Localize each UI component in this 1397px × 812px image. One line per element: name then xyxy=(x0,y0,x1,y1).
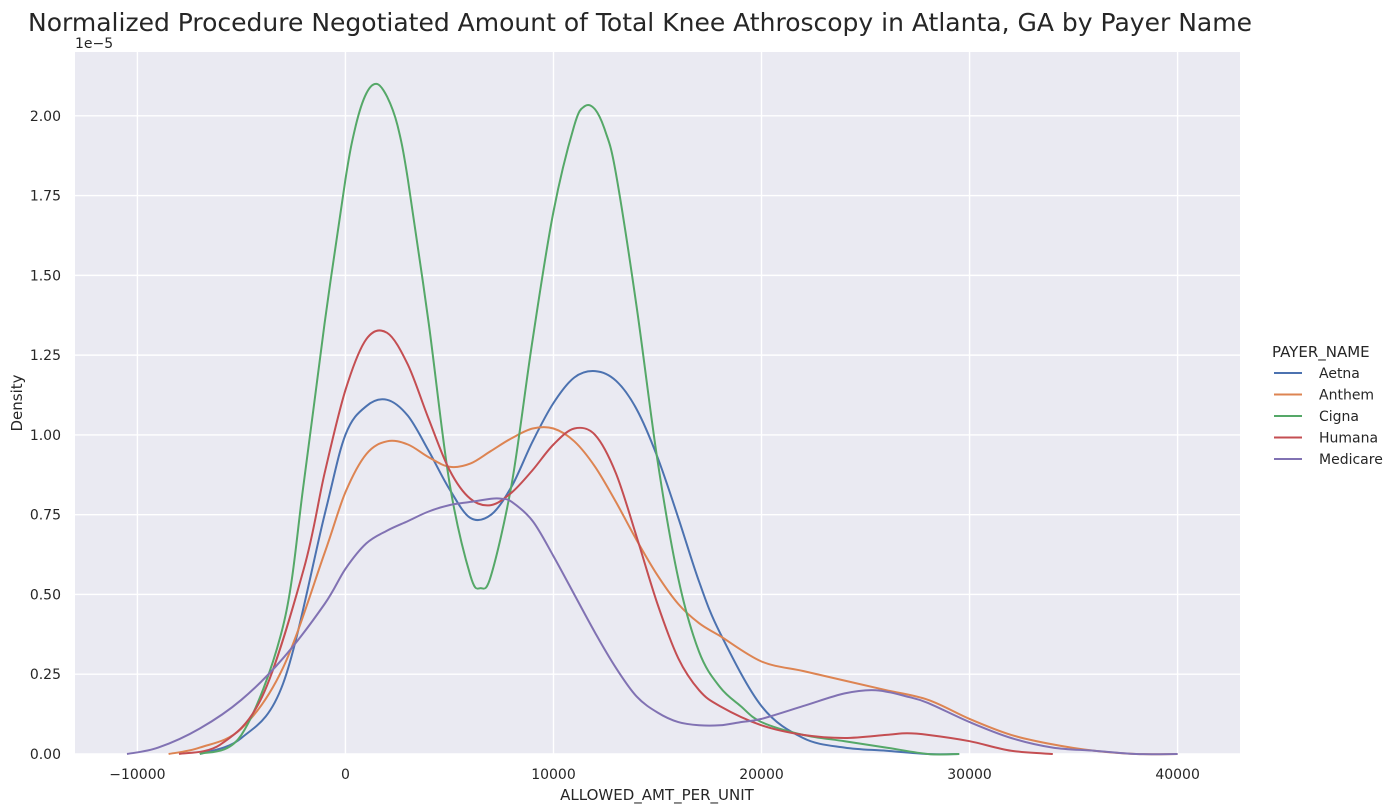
legend-label-cigna: Cigna xyxy=(1319,409,1359,425)
chart-title: Normalized Procedure Negotiated Amount o… xyxy=(28,8,1252,37)
plot-area xyxy=(75,52,1240,754)
legend: PAYER_NAME Aetna Anthem Cigna Humana Medicar… xyxy=(1272,343,1383,468)
grid-lines xyxy=(75,52,1240,755)
density-curves xyxy=(126,82,1178,756)
x-tick-label: 10000 xyxy=(531,767,576,783)
y-tick-label: 1.25 xyxy=(30,348,61,364)
y-tick-label: 2.00 xyxy=(30,109,61,125)
y-tick-label: 0.50 xyxy=(30,587,61,603)
x-tick-label: 0 xyxy=(341,767,350,783)
legend-label-humana: Humana xyxy=(1319,431,1378,447)
legend-label-aetna: Aetna xyxy=(1319,366,1360,382)
x-axis-ticks: −10000 0 10000 20000 30000 40000 xyxy=(109,767,1200,783)
y-tick-label: 1.50 xyxy=(30,268,61,284)
x-tick-label: 20000 xyxy=(739,767,784,783)
y-offset-text: 1e−5 xyxy=(75,36,113,52)
x-tick-label: −10000 xyxy=(109,767,165,783)
legend-label-anthem: Anthem xyxy=(1319,388,1374,404)
legend-label-medicare: Medicare xyxy=(1319,452,1383,468)
density-curve-humana xyxy=(178,329,1053,755)
x-tick-label: 40000 xyxy=(1155,767,1200,783)
y-tick-label: 1.75 xyxy=(30,189,61,205)
legend-title: PAYER_NAME xyxy=(1272,343,1370,362)
y-tick-label: 0.25 xyxy=(30,667,61,683)
density-curve-aetna xyxy=(199,370,960,756)
y-axis-label: Density xyxy=(8,374,26,431)
y-tick-label: 1.00 xyxy=(30,428,61,444)
y-tick-label: 0.75 xyxy=(30,508,61,524)
density-curve-cigna xyxy=(199,82,960,756)
x-tick-label: 30000 xyxy=(947,767,992,783)
y-axis-ticks: 0.00 0.25 0.50 0.75 1.00 1.25 1.50 1.75 2.00 xyxy=(30,109,61,763)
y-tick-label: 0.00 xyxy=(30,747,61,763)
density-curve-anthem xyxy=(168,426,1178,756)
x-axis-label: ALLOWED_AMT_PER_UNIT xyxy=(560,786,755,805)
density-curve-medicare xyxy=(126,497,1178,756)
